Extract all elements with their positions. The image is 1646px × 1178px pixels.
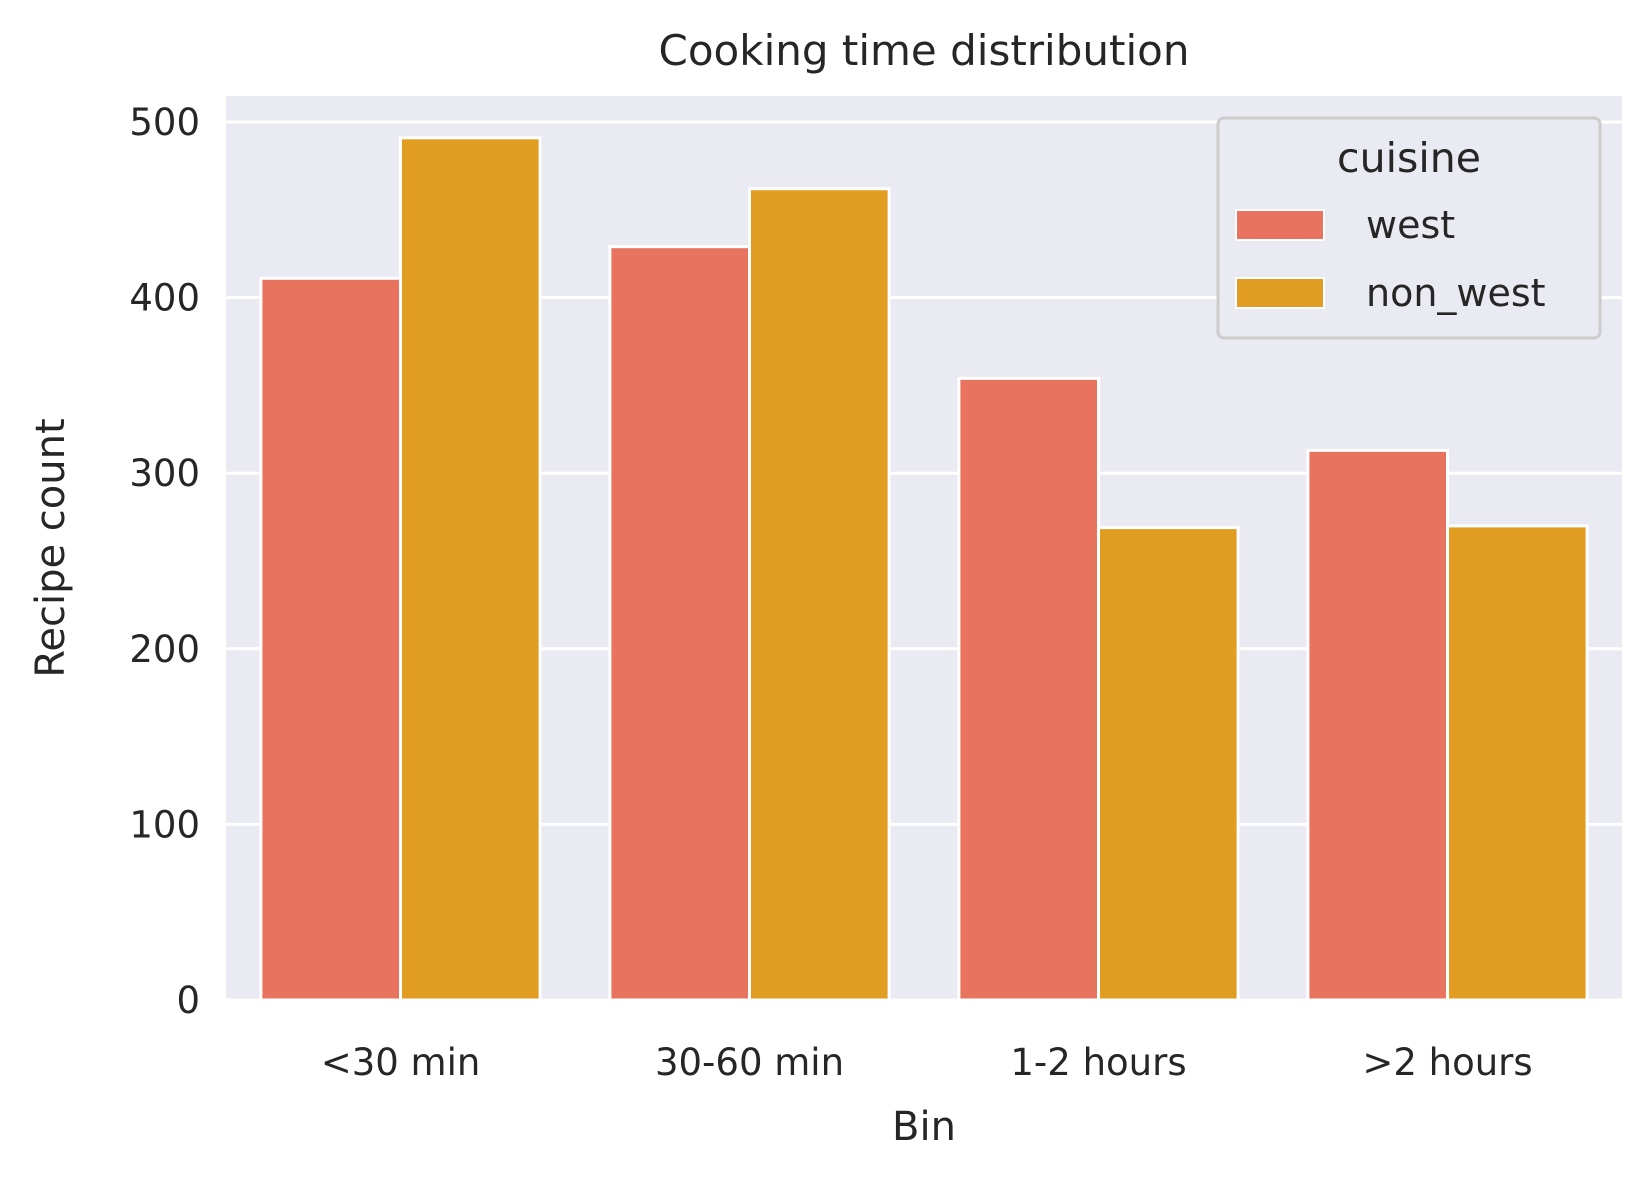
x-tick-label: >2 hours (1362, 1041, 1532, 1084)
legend-label-non-west: non_west (1366, 271, 1546, 315)
y-axis-label: Recipe count (28, 418, 74, 677)
x-tick-label: 30-60 min (655, 1041, 844, 1084)
legend-swatch-non-west (1235, 277, 1325, 309)
legend-swatch-west (1235, 209, 1325, 241)
bar-west (957, 376, 1101, 1002)
y-axis-ticks: 0 100 200 300 400 500 (129, 101, 200, 1022)
legend-label-west: west (1366, 203, 1455, 247)
y-tick-label: 500 (129, 101, 200, 144)
y-tick-label: 100 (129, 803, 200, 846)
bar-non-west (748, 187, 891, 1002)
x-tick-label: <30 min (321, 1041, 481, 1084)
bar-west (1306, 448, 1450, 1002)
x-axis-ticks: <30 min 30-60 min 1-2 hours >2 hours (321, 1041, 1533, 1084)
y-tick-label: 300 (129, 452, 200, 495)
x-axis-label: Bin (892, 1104, 956, 1150)
bar-non-west (1097, 526, 1240, 1002)
chart-title: Cooking time distribution (659, 26, 1190, 75)
x-tick-label: 1-2 hours (1010, 1041, 1186, 1084)
y-tick-label: 0 (176, 979, 200, 1022)
y-tick-label: 400 (129, 277, 200, 320)
legend: cuisine west non_west (1216, 116, 1602, 340)
y-tick-label: 200 (129, 628, 200, 671)
bar-non-west (1446, 524, 1589, 1002)
bars (259, 136, 1589, 1002)
bar-west (608, 245, 752, 1002)
bar-west (259, 276, 402, 1002)
bar-non-west (399, 136, 542, 1002)
legend-title: cuisine (1337, 134, 1481, 182)
